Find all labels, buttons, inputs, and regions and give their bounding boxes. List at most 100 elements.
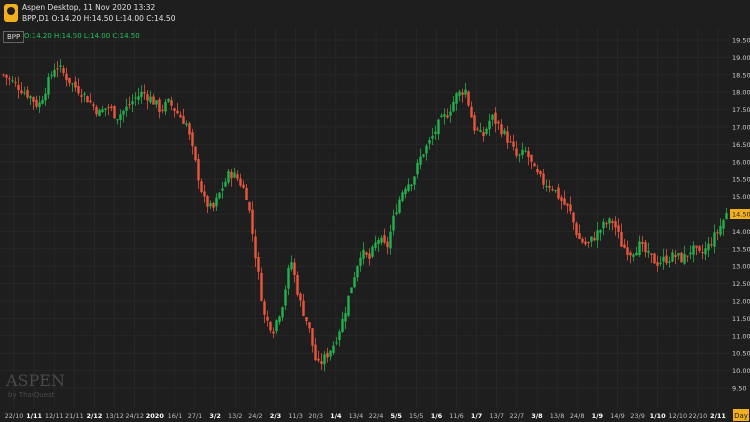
x-tick-label: 2/3 xyxy=(270,412,281,420)
candle-body xyxy=(62,68,65,74)
x-tick-label: 24/8 xyxy=(570,412,585,420)
candle-body xyxy=(377,240,380,245)
candle-body xyxy=(626,247,629,255)
candle-body xyxy=(587,241,590,243)
candle-body xyxy=(122,110,125,115)
candle-body xyxy=(143,91,146,94)
candle-body xyxy=(461,92,464,95)
candle-body xyxy=(131,101,134,105)
candle-body xyxy=(233,172,236,178)
candle-body xyxy=(506,131,509,143)
candle-body xyxy=(362,249,365,259)
candle-body xyxy=(227,171,230,183)
candle-body xyxy=(245,187,248,201)
candle-body xyxy=(428,140,431,144)
candle-body xyxy=(698,246,701,251)
candle-body xyxy=(413,176,416,185)
candle-body xyxy=(440,115,443,118)
candle-body xyxy=(239,178,242,186)
candle-body xyxy=(410,184,413,187)
x-tick-label: 24/2 xyxy=(248,412,263,420)
candle-body xyxy=(578,233,581,240)
candle-body xyxy=(458,91,461,96)
logo-circle xyxy=(7,7,15,15)
app-title: Aspen Desktop, 11 Nov 2020 13:32 xyxy=(22,3,156,12)
candle-body xyxy=(248,202,251,211)
candle-body xyxy=(407,184,410,191)
candle-body xyxy=(554,190,557,192)
candle-body xyxy=(500,124,503,135)
candle-body xyxy=(203,191,206,197)
candlestick-chart[interactable] xyxy=(0,28,730,408)
candle-body xyxy=(536,168,539,173)
candle-body xyxy=(287,267,290,289)
candle-body xyxy=(416,162,419,175)
candle-body xyxy=(446,115,449,118)
candle-body xyxy=(560,197,563,201)
candle-body xyxy=(146,94,149,101)
candle-body xyxy=(569,204,572,212)
candle-body xyxy=(257,256,260,272)
candle-body xyxy=(149,96,152,103)
candle-body xyxy=(707,243,710,251)
candle-body xyxy=(632,254,635,257)
x-tick-labels: 22/10 1/11 12/11 21/11 2/12 13/12 24/12 2020 16/… xyxy=(5,412,727,420)
candle-body xyxy=(311,328,314,346)
x-tick-label: 1/4 xyxy=(330,412,342,420)
x-tick-label: 12/11 xyxy=(45,412,64,420)
x-tick-label: 24/12 xyxy=(125,412,144,420)
candle-body xyxy=(452,101,455,112)
y-tick-label: 16.50 xyxy=(732,141,750,149)
y-tick-label: 11.00 xyxy=(732,332,750,340)
candle-body xyxy=(614,221,617,228)
day-unit-label: Day xyxy=(734,412,748,420)
candle-body xyxy=(566,203,569,206)
candle-body xyxy=(218,192,221,199)
candle-body xyxy=(437,119,440,135)
candle-body xyxy=(101,109,104,113)
y-tick-label: 9.50 xyxy=(732,385,746,393)
candle-body xyxy=(284,289,287,306)
candle-body xyxy=(680,252,683,263)
candle-body xyxy=(371,246,374,257)
candle-body xyxy=(347,295,350,316)
candle-body xyxy=(545,186,548,188)
candle-body xyxy=(524,150,527,152)
candle-body xyxy=(653,253,656,264)
candle-body xyxy=(23,92,26,94)
x-tick-label: 1/6 xyxy=(431,412,443,420)
x-tick-label: 22/10 xyxy=(5,412,24,420)
x-tick-label: 20/3 xyxy=(308,412,323,420)
candle-body xyxy=(467,91,470,106)
aspen-logo-icon xyxy=(4,4,18,22)
price-axis[interactable]: 19.50 19.00 18.50 18.00 17.50 17.00 16.50 16.00… xyxy=(730,28,750,408)
candle-body xyxy=(50,75,53,77)
last-price-tag: 14.50 xyxy=(730,209,750,219)
candle-body xyxy=(725,213,728,220)
candle-body xyxy=(236,174,239,179)
symbol-badge[interactable]: BPP xyxy=(3,31,25,43)
candle-body xyxy=(113,106,116,119)
candle-body xyxy=(644,242,647,253)
candle-body xyxy=(386,241,389,248)
candle-body xyxy=(320,361,323,364)
candle-body xyxy=(662,256,665,262)
time-axis[interactable]: 22/10 1/11 12/11 21/11 2/12 13/12 24/12 2020 16/… xyxy=(0,408,750,422)
candle-body xyxy=(299,293,302,301)
candle-body xyxy=(290,262,293,270)
candle-body xyxy=(308,322,311,329)
day-unit-badge[interactable] xyxy=(733,409,749,421)
candle-body xyxy=(674,254,677,258)
candle-body xyxy=(434,131,437,134)
candle-body xyxy=(11,80,14,82)
candle-body xyxy=(68,77,71,84)
candle-body xyxy=(488,120,491,130)
candle-body xyxy=(176,110,179,114)
candle-body xyxy=(140,91,143,97)
candle-body xyxy=(125,106,128,111)
candle-body xyxy=(509,141,512,143)
candle-body xyxy=(455,93,458,104)
candle-body xyxy=(575,223,578,236)
x-tick-label: 1/11 xyxy=(26,412,42,420)
candle-body xyxy=(359,257,362,266)
